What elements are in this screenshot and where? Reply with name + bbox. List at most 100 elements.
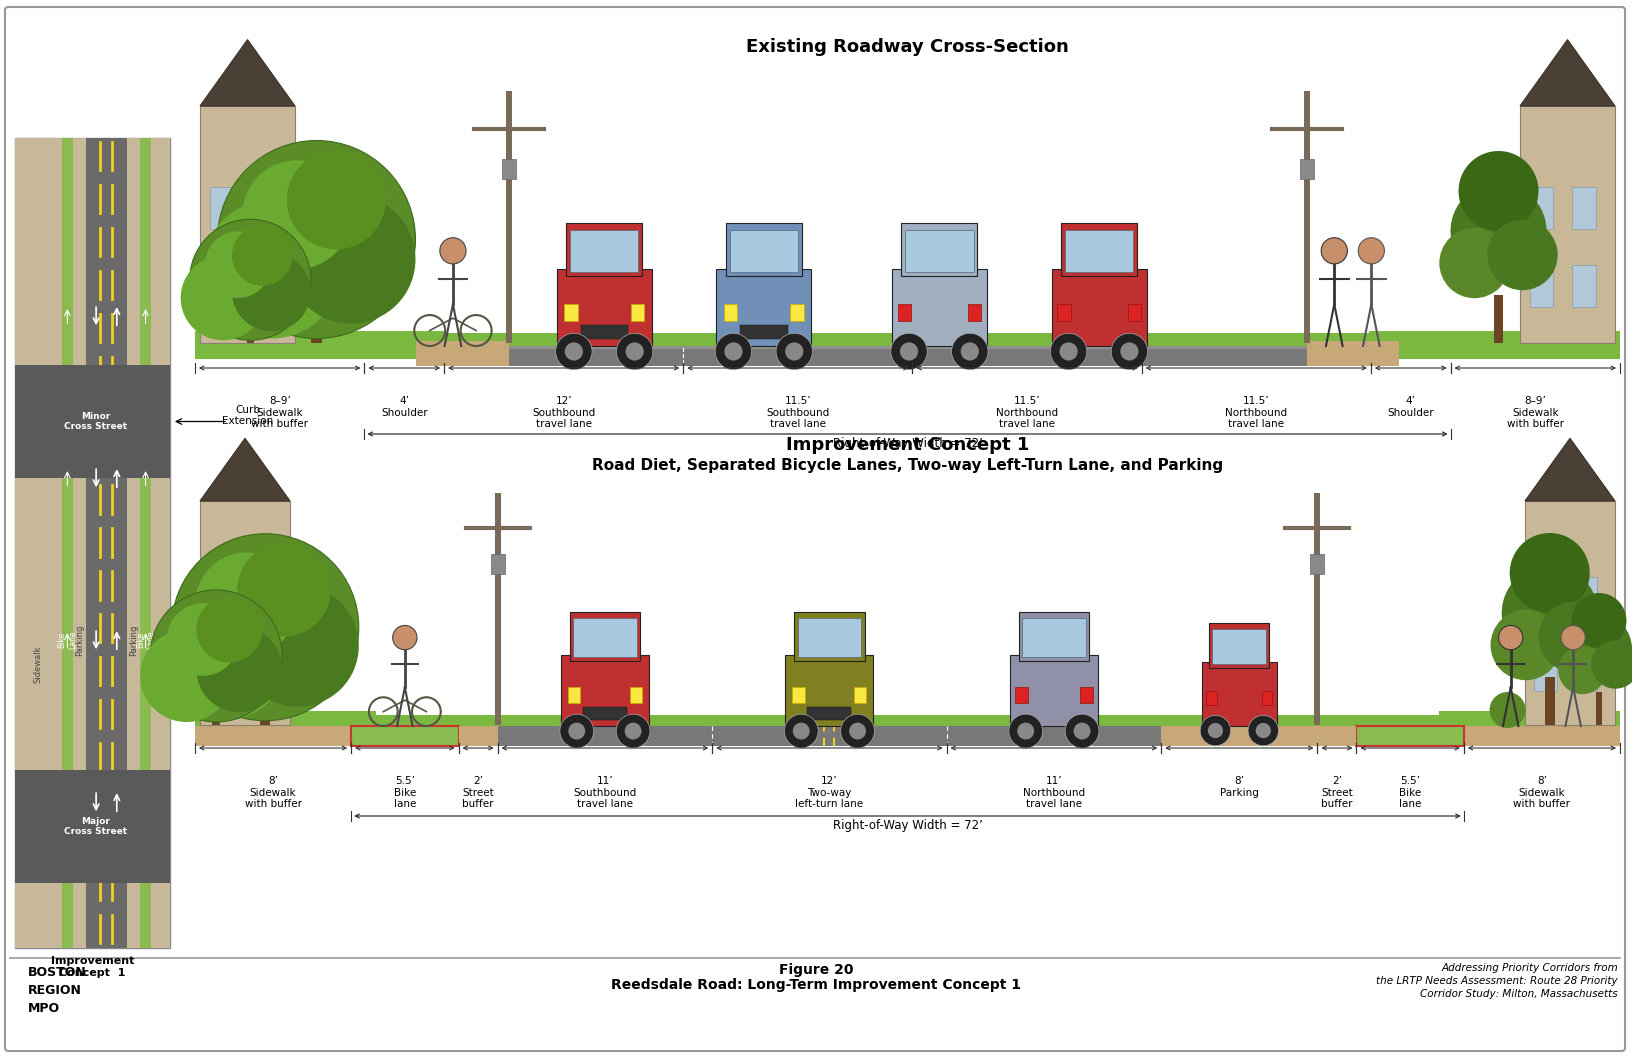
Text: 8–9’
Sidewalk
with buffer: 8–9’ Sidewalk with buffer (251, 396, 308, 429)
Bar (968, 304, 981, 321)
Circle shape (1501, 565, 1598, 661)
Bar (201, 501, 290, 725)
Circle shape (140, 629, 233, 722)
Circle shape (1451, 183, 1547, 279)
Bar (570, 611, 640, 661)
Bar (194, 333, 1621, 353)
Circle shape (441, 238, 467, 264)
Bar (1524, 501, 1616, 725)
Bar (726, 223, 801, 276)
Text: 11.5’
Northbound
travel lane: 11.5’ Northbound travel lane (1226, 396, 1288, 429)
Circle shape (1111, 334, 1147, 370)
Bar (893, 269, 987, 346)
Circle shape (1009, 714, 1043, 748)
Circle shape (617, 714, 650, 748)
Bar (1206, 691, 1217, 705)
Circle shape (849, 722, 867, 739)
Circle shape (951, 334, 987, 370)
Bar (1018, 611, 1089, 661)
Bar (1080, 687, 1093, 702)
Polygon shape (201, 438, 290, 501)
Bar (1519, 106, 1616, 343)
Text: 12’
Two-way
left-turn lane: 12’ Two-way left-turn lane (795, 776, 863, 809)
Bar (730, 230, 798, 271)
Bar (498, 727, 1162, 746)
Bar (1307, 341, 1399, 366)
Circle shape (1498, 625, 1523, 649)
Circle shape (1591, 640, 1632, 689)
Bar (790, 304, 803, 321)
Bar (566, 223, 643, 276)
Text: Curb
Extension: Curb Extension (222, 404, 274, 427)
Bar (1314, 493, 1320, 725)
Bar (209, 265, 233, 307)
Bar (250, 652, 273, 692)
Bar (1015, 687, 1028, 702)
Bar (1162, 727, 1317, 746)
Circle shape (158, 590, 289, 721)
Bar (583, 706, 627, 719)
Bar (1575, 578, 1598, 618)
Circle shape (196, 552, 299, 656)
Polygon shape (1524, 438, 1616, 501)
Bar (1575, 652, 1598, 692)
Circle shape (196, 626, 282, 712)
Bar (506, 91, 511, 343)
Bar (140, 138, 152, 948)
Circle shape (793, 722, 809, 739)
Circle shape (232, 252, 310, 332)
Bar (15, 138, 170, 948)
Circle shape (715, 334, 752, 370)
Circle shape (1074, 722, 1090, 739)
Circle shape (242, 161, 351, 269)
Bar (570, 230, 638, 271)
Bar (459, 727, 498, 746)
Bar (1262, 691, 1273, 705)
Bar (1064, 230, 1133, 271)
Circle shape (725, 342, 743, 360)
Text: 2’
Street
buffer: 2’ Street buffer (462, 776, 494, 809)
Bar (1529, 187, 1554, 229)
FancyBboxPatch shape (5, 7, 1625, 1051)
Bar (901, 223, 978, 276)
Circle shape (1120, 342, 1139, 360)
Circle shape (1208, 723, 1222, 738)
Circle shape (1567, 615, 1632, 681)
Bar (494, 493, 501, 725)
Text: 5.5’
Bike
lane: 5.5’ Bike lane (1399, 776, 1421, 809)
Bar (259, 674, 271, 725)
Circle shape (393, 625, 418, 649)
Bar (854, 687, 867, 702)
Circle shape (1539, 602, 1609, 673)
Text: 2’
Street
buffer: 2’ Street buffer (1320, 776, 1353, 809)
Bar (416, 341, 509, 366)
Circle shape (1248, 715, 1278, 746)
Text: 4’
Shoulder: 4’ Shoulder (1387, 396, 1435, 417)
Bar (1304, 91, 1309, 343)
Circle shape (1572, 593, 1627, 648)
Bar (1128, 304, 1141, 321)
Bar (630, 687, 641, 702)
Bar (565, 304, 578, 321)
Text: Road Diet, Separated Bicycle Lanes, Two-way Left-Turn Lane, and Parking: Road Diet, Separated Bicycle Lanes, Two-… (592, 458, 1222, 473)
Bar (201, 106, 295, 343)
Circle shape (189, 220, 310, 340)
Bar (1022, 618, 1085, 657)
Circle shape (1439, 228, 1510, 298)
Circle shape (196, 597, 263, 662)
Text: Addressing Priority Corridors from
the LRTP Needs Assessment: Route 28 Priority
: Addressing Priority Corridors from the L… (1376, 963, 1617, 999)
Bar (209, 187, 233, 229)
Circle shape (150, 590, 282, 722)
Circle shape (1490, 692, 1526, 728)
Bar (351, 727, 459, 746)
Circle shape (617, 334, 653, 370)
Text: Improvement Concept 1: Improvement Concept 1 (787, 436, 1030, 454)
Circle shape (232, 225, 292, 286)
Text: Right-of-Way Width = 72’: Right-of-Way Width = 72’ (832, 437, 982, 450)
Circle shape (777, 334, 813, 370)
Bar (1464, 727, 1621, 746)
Text: Bike
Lane: Bike Lane (57, 630, 77, 649)
Polygon shape (15, 364, 62, 478)
Circle shape (555, 334, 592, 370)
Circle shape (1255, 723, 1271, 738)
